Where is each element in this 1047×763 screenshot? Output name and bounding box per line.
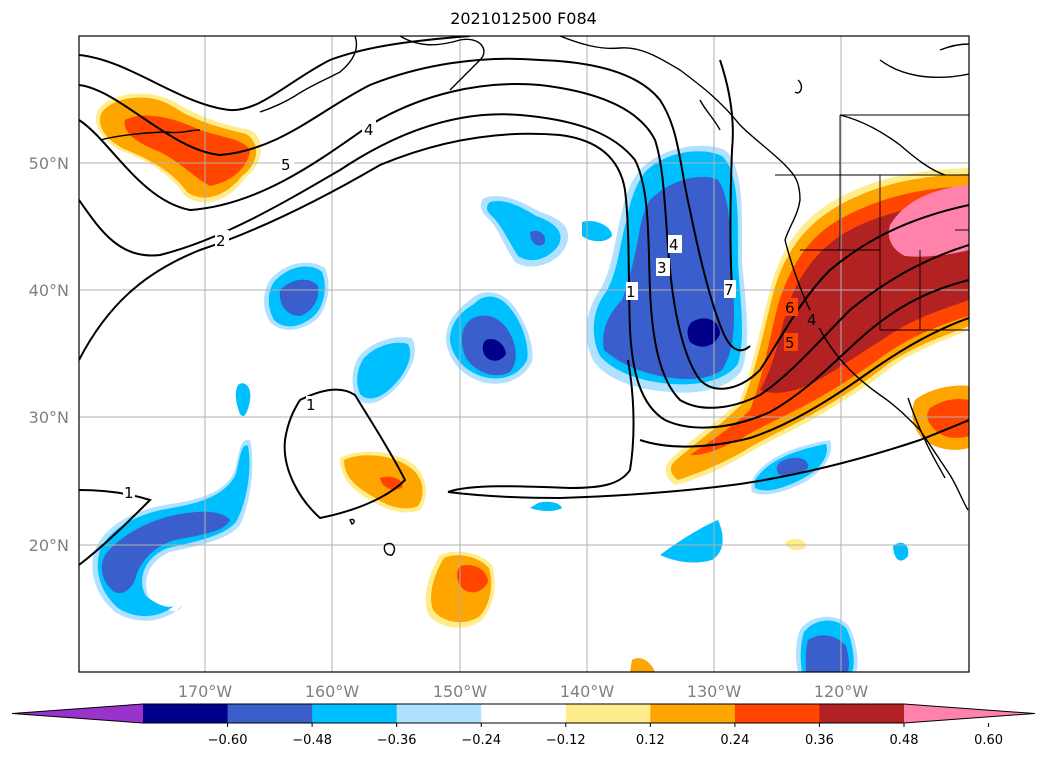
colorbar-tick-label: 0.60 (974, 733, 1003, 748)
contour-label: 1 (626, 283, 636, 301)
colorbar-tick-label: 0.12 (636, 733, 665, 748)
coastlines (99, 36, 969, 556)
map-frame (78, 35, 970, 673)
lon-label: 150°W (433, 682, 488, 701)
colorbar-tick-label: −0.36 (377, 733, 417, 748)
colorbar-tick-label: 0.24 (720, 733, 749, 748)
colorbar-tick-label: −0.24 (461, 733, 501, 748)
map-title: 2021012500 F084 (450, 9, 597, 28)
lon-label: 140°W (560, 682, 615, 701)
contour-label: 4 (807, 311, 817, 329)
lon-label: 170°W (178, 682, 233, 701)
colorbar-bin (565, 704, 651, 723)
lon-label: 120°W (814, 682, 869, 701)
longitude-labels: 170°W 160°W 150°W 140°W 130°W 120°W (178, 682, 869, 701)
contour-label-group: 5 4 2 1 1 4 3 1 7 6 5 4 (123, 120, 820, 502)
contour-label: 2 (216, 232, 226, 250)
colorbar-tick-label: −0.12 (546, 733, 586, 748)
colorbar-bin (734, 704, 820, 723)
colorbar-tick-label: 0.48 (890, 733, 919, 748)
lat-label: 50°N (29, 154, 69, 173)
colorbar-extension-low (12, 704, 143, 723)
contour-label: 5 (281, 156, 291, 174)
latitude-labels: 50°N 40°N 30°N 20°N (29, 154, 69, 555)
colorbar-bin (312, 704, 398, 723)
colorbar: −0.60 −0.48 −0.36 −0.24 −0.12 0.12 0.24 0.36 0.4… (11, 703, 1036, 748)
contour-label: 3 (657, 259, 667, 277)
colorbar-bin (396, 704, 482, 723)
lon-label: 130°W (687, 682, 742, 701)
colorbar-tick-label: 0.36 (805, 733, 834, 748)
colorbar-bin (481, 704, 567, 723)
colorbar-bin (143, 704, 229, 723)
colorbar-bin (650, 704, 736, 723)
contour-label: 1 (124, 484, 134, 502)
contour-label: 4 (364, 121, 374, 139)
colorbar-bin (227, 704, 313, 723)
lon-label: 160°W (305, 682, 360, 701)
contour-label: 4 (669, 236, 679, 254)
colorbar-tick-label: −0.48 (292, 733, 332, 748)
lat-label: 40°N (29, 281, 69, 300)
borders (775, 114, 969, 331)
height-contours (79, 36, 969, 566)
lat-label: 20°N (29, 536, 69, 555)
colorbar-bin (819, 704, 905, 723)
colorbar-outline (11, 703, 1036, 724)
colorbar-extension-high (904, 704, 1035, 723)
colorbar-tick-label: −0.60 (208, 733, 248, 748)
contour-label: 5 (785, 334, 795, 352)
lat-label: 30°N (29, 408, 69, 427)
contour-label: 1 (306, 396, 316, 414)
contour-label: 7 (724, 281, 734, 299)
contour-label: 6 (785, 299, 795, 317)
